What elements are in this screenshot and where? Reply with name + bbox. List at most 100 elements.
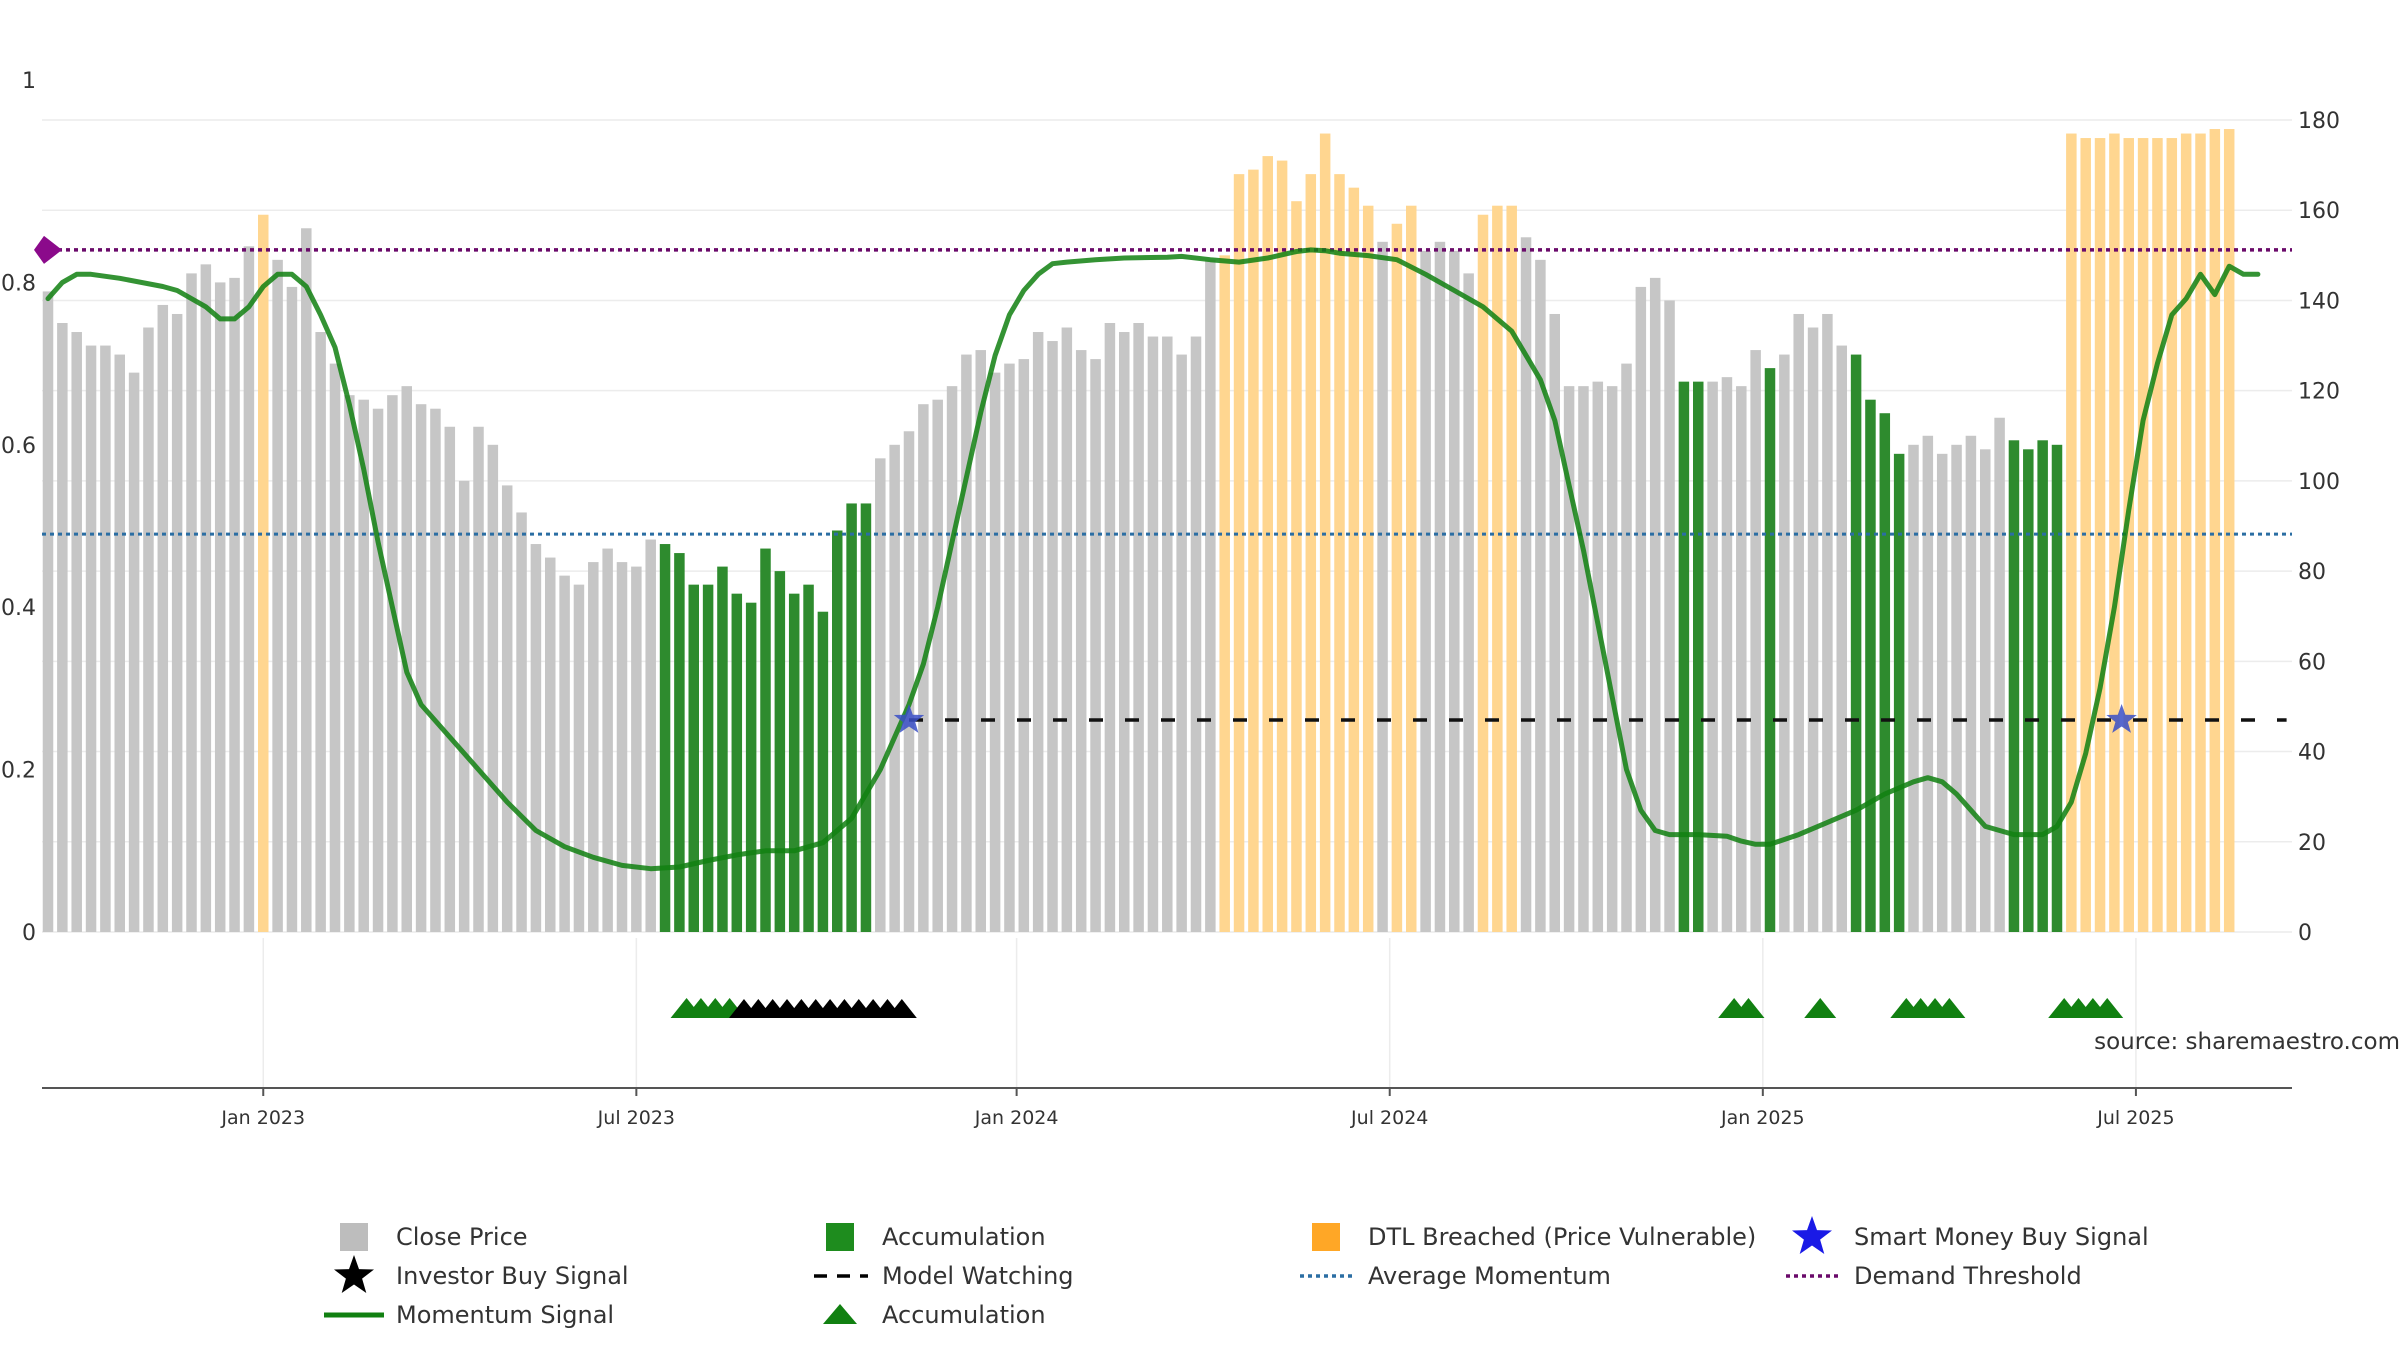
left-tick-label: 0.2	[1, 759, 36, 784]
legend-item-green-line: Momentum Signal	[324, 1301, 614, 1329]
close-price-bar	[1649, 277, 1661, 932]
close-price-bar	[1750, 350, 1761, 933]
close-price-bar	[1147, 336, 1159, 932]
close-price-bar	[1980, 449, 1991, 932]
close-price-bar	[1549, 313, 1560, 932]
close-price-bar	[530, 544, 542, 932]
dtl-breached-bar	[1233, 174, 1245, 933]
close-price-bar	[1707, 381, 1718, 933]
signal-markers	[670, 704, 2137, 1018]
close-price-bar	[1664, 300, 1675, 932]
legend-item-blue-star: Smart Money Buy Signal	[1792, 1216, 2149, 1254]
close-price-bar	[1061, 327, 1073, 932]
accumulation-bar	[788, 593, 800, 932]
dtl-breached-bar	[1506, 205, 1517, 932]
close-price-bar	[1018, 359, 1030, 933]
x-tick-label: Jul 2023	[597, 1107, 675, 1129]
close-price-bar	[487, 444, 499, 932]
accumulation-bar	[1893, 453, 1905, 932]
close-price-bar	[458, 480, 470, 932]
close-price-bar	[588, 562, 599, 932]
right-tick-label: 0	[2298, 921, 2312, 946]
close-price-bar	[301, 228, 312, 932]
close-price-bar	[1822, 313, 1833, 932]
close-price-bar	[1190, 336, 1202, 932]
accumulation-triangle	[1732, 998, 1765, 1018]
close-price-bar	[85, 345, 97, 932]
accumulation-triangle	[1933, 998, 1966, 1018]
x-tick-label: Jul 2024	[1350, 1107, 1428, 1129]
close-price-bar	[932, 399, 943, 932]
close-price-bar	[286, 286, 298, 932]
close-price-bar	[1520, 237, 1532, 933]
close-price-bar	[559, 575, 570, 932]
close-price-bar	[214, 282, 226, 932]
legend-item-black-star: Investor Buy Signal	[334, 1255, 629, 1293]
close-price-bar	[1535, 259, 1546, 932]
dtl-breached-bar	[1492, 205, 1503, 932]
dtl-breached-bar	[1248, 169, 1259, 933]
right-tick-label: 60	[2298, 650, 2326, 675]
accumulation-bar	[717, 566, 728, 932]
accumulation-bar	[817, 611, 829, 932]
accumulation-bar	[846, 503, 857, 932]
close-price-bar	[1621, 363, 1632, 933]
close-price-bar	[387, 395, 398, 933]
dtl-breached-bar	[2223, 129, 2235, 932]
close-price-bar	[1922, 435, 1934, 932]
green-square-swatch	[826, 1223, 854, 1251]
close-price-bar	[1047, 341, 1058, 932]
accumulation-bar	[1879, 413, 1891, 932]
triangle-swatch	[823, 1304, 857, 1324]
legend-label: Average Momentum	[1368, 1262, 1611, 1290]
right-tick-label: 100	[2298, 470, 2340, 495]
close-price-bar	[186, 273, 197, 932]
close-price-bar	[430, 408, 441, 932]
dtl-breached-bar	[1348, 187, 1360, 932]
close-price-bar	[200, 264, 212, 932]
legend-label: Smart Money Buy Signal	[1854, 1223, 2149, 1251]
dtl-breached-bar	[1219, 255, 1230, 933]
accumulation-bar	[803, 584, 814, 932]
accumulation-bar	[688, 584, 699, 932]
close-price-bar	[1635, 286, 1647, 932]
legend-label: Momentum Signal	[396, 1301, 614, 1329]
close-price-bar	[545, 557, 556, 932]
dtl-breached-bar	[2137, 138, 2149, 933]
right-tick-label: 80	[2298, 560, 2326, 585]
close-price-bar	[946, 386, 958, 933]
close-price-bar	[1133, 323, 1144, 932]
investor-buy-marker	[886, 999, 917, 1018]
dtl-breached-bar	[1262, 156, 1273, 933]
right-tick-label: 120	[2298, 380, 2340, 405]
close-price-bar	[1578, 386, 1589, 933]
close-price-bar	[315, 332, 326, 932]
accumulation-bar	[1678, 381, 1690, 933]
close-price-bar	[1119, 332, 1130, 932]
close-price-bar	[903, 431, 915, 932]
accumulation-bar	[659, 544, 671, 932]
close-price-bar	[1936, 453, 1948, 932]
accumulation-bar	[674, 553, 685, 932]
close-price-bar	[975, 350, 986, 933]
close-price-bar	[1162, 336, 1173, 932]
accumulation-triangle	[1804, 998, 1837, 1018]
legend-label: Accumulation	[882, 1223, 1046, 1251]
close-price-bar	[157, 304, 169, 932]
dtl-breached-bar	[1391, 223, 1403, 932]
close-price-bar	[645, 539, 656, 932]
close-price-bar	[1965, 435, 1977, 932]
left-tick-label: 0	[22, 921, 36, 946]
close-price-bar	[1449, 250, 1460, 933]
close-price-bar	[1176, 354, 1187, 933]
close-price-bar	[1951, 444, 1962, 932]
close-price-bar	[329, 363, 341, 933]
close-price-bar	[272, 259, 283, 932]
accumulation-bar	[745, 602, 757, 932]
momentum-layer	[45, 247, 2261, 872]
close-price-bar	[1908, 444, 1919, 932]
dtl-breached-bar	[1477, 214, 1489, 932]
demand-threshold-diamond	[34, 235, 62, 264]
close-price-bar	[1104, 323, 1116, 932]
